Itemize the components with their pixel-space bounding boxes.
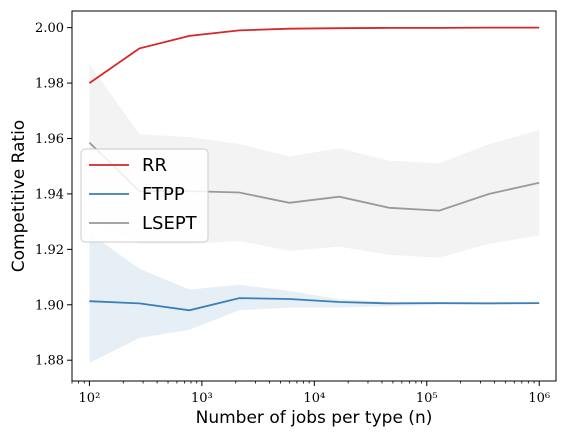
- legend-label-lsept: LSEPT: [142, 213, 198, 234]
- x-tick-label: 10⁵: [416, 391, 438, 406]
- y-tick-label: 1.92: [35, 243, 64, 258]
- x-axis-label: Number of jobs per type (n): [196, 408, 433, 428]
- y-axis-ticks: 1.88 1.90 1.92 1.94 1.96 1.98 2.00: [35, 21, 72, 369]
- x-tick-label: 10⁶: [528, 391, 550, 406]
- x-axis-ticks: 10² 10³ 10⁴ 10⁵ 10⁶: [71, 381, 550, 406]
- y-tick-label: 1.94: [35, 187, 64, 202]
- y-tick-label: 1.88: [35, 354, 64, 369]
- legend-box: [80, 148, 209, 243]
- legend-label-rr: RR: [142, 155, 167, 176]
- y-tick-label: 1.96: [35, 132, 64, 147]
- line-ftpp: [89, 297, 540, 312]
- x-tick-label: 10²: [79, 391, 101, 406]
- y-axis-label: Competitive Ratio: [9, 120, 29, 272]
- x-tick-label: 10⁴: [303, 391, 325, 406]
- legend-label-ftpp: FTPP: [142, 184, 185, 205]
- legend: RR FTPP LSEPT: [80, 148, 209, 243]
- x-tick-label: 10³: [191, 391, 213, 406]
- y-tick-label: 1.98: [35, 77, 64, 92]
- y-tick-label: 2.00: [35, 21, 64, 36]
- band-rr: [89, 27, 540, 84]
- line-rr: [88, 26, 540, 84]
- y-tick-label: 1.90: [35, 298, 64, 313]
- band-ftpp: [89, 232, 540, 363]
